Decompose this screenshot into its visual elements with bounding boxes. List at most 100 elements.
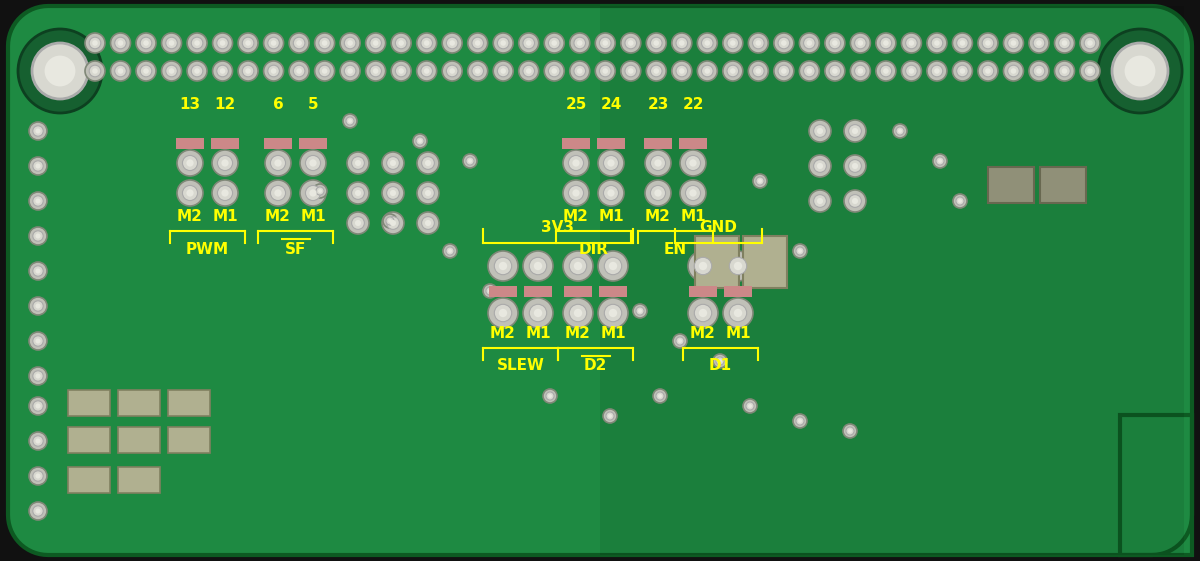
Circle shape: [340, 61, 360, 81]
Circle shape: [852, 198, 858, 204]
Circle shape: [493, 33, 514, 53]
Circle shape: [32, 371, 43, 381]
Circle shape: [883, 40, 889, 46]
Circle shape: [1010, 40, 1016, 46]
Circle shape: [529, 304, 547, 321]
Circle shape: [602, 40, 608, 46]
Circle shape: [36, 199, 41, 204]
Circle shape: [166, 65, 178, 77]
Circle shape: [526, 40, 532, 46]
Circle shape: [468, 159, 472, 163]
Circle shape: [960, 68, 965, 74]
Circle shape: [628, 68, 634, 74]
Circle shape: [698, 262, 707, 270]
Circle shape: [689, 159, 697, 167]
Circle shape: [956, 65, 968, 77]
Circle shape: [270, 155, 286, 171]
Circle shape: [271, 40, 276, 46]
Circle shape: [110, 61, 131, 81]
Circle shape: [386, 217, 400, 229]
Circle shape: [809, 190, 830, 212]
Circle shape: [598, 251, 628, 281]
Circle shape: [194, 68, 200, 74]
Circle shape: [832, 40, 838, 46]
Circle shape: [730, 40, 736, 46]
Circle shape: [391, 33, 412, 53]
Circle shape: [654, 159, 661, 167]
Circle shape: [395, 65, 407, 77]
Circle shape: [722, 33, 743, 53]
Circle shape: [1124, 56, 1156, 86]
Circle shape: [314, 33, 335, 53]
Circle shape: [499, 309, 508, 317]
Text: M2: M2: [646, 209, 671, 223]
Circle shape: [194, 40, 200, 46]
Bar: [490, 286, 517, 297]
Circle shape: [906, 65, 917, 77]
Circle shape: [191, 65, 203, 77]
Circle shape: [680, 150, 706, 176]
Circle shape: [352, 187, 365, 199]
Circle shape: [245, 68, 251, 74]
Circle shape: [442, 33, 462, 53]
Circle shape: [373, 40, 378, 46]
Bar: [1040, 167, 1086, 203]
Circle shape: [676, 65, 688, 77]
Circle shape: [32, 336, 43, 346]
Circle shape: [416, 137, 424, 145]
Circle shape: [178, 150, 203, 176]
Circle shape: [752, 37, 764, 49]
Circle shape: [793, 414, 808, 428]
Bar: [598, 137, 625, 149]
Circle shape: [475, 68, 480, 74]
Circle shape: [466, 157, 474, 165]
Circle shape: [32, 126, 43, 136]
Circle shape: [852, 163, 858, 169]
Circle shape: [727, 37, 739, 49]
Circle shape: [1080, 33, 1100, 53]
Circle shape: [605, 304, 622, 321]
Text: M1: M1: [212, 209, 238, 223]
Circle shape: [534, 309, 542, 317]
Circle shape: [982, 37, 994, 49]
Circle shape: [418, 212, 439, 234]
Circle shape: [848, 429, 852, 433]
Circle shape: [518, 33, 539, 53]
Circle shape: [212, 180, 238, 206]
Circle shape: [293, 65, 305, 77]
Circle shape: [169, 40, 174, 46]
Circle shape: [416, 61, 437, 81]
Circle shape: [796, 247, 804, 255]
Circle shape: [347, 182, 370, 204]
Circle shape: [704, 68, 710, 74]
Circle shape: [343, 114, 358, 128]
Circle shape: [876, 33, 896, 53]
Circle shape: [798, 419, 802, 423]
Circle shape: [493, 61, 514, 81]
Circle shape: [844, 120, 866, 142]
Circle shape: [814, 125, 827, 137]
Circle shape: [347, 40, 353, 46]
Circle shape: [449, 68, 455, 74]
Circle shape: [960, 40, 965, 46]
Circle shape: [265, 180, 292, 206]
Circle shape: [685, 155, 701, 171]
Circle shape: [938, 159, 942, 163]
Circle shape: [306, 155, 320, 171]
Circle shape: [982, 65, 994, 77]
Circle shape: [29, 397, 47, 415]
Circle shape: [848, 125, 862, 137]
Circle shape: [934, 154, 947, 168]
Circle shape: [523, 37, 534, 49]
Circle shape: [858, 40, 863, 46]
Circle shape: [1087, 68, 1093, 74]
Circle shape: [1028, 33, 1049, 53]
Circle shape: [572, 190, 580, 197]
Circle shape: [595, 33, 616, 53]
Circle shape: [300, 150, 326, 176]
Circle shape: [1010, 68, 1016, 74]
Circle shape: [523, 251, 553, 281]
Circle shape: [574, 309, 582, 317]
Circle shape: [238, 33, 258, 53]
Text: 23: 23: [647, 96, 668, 112]
